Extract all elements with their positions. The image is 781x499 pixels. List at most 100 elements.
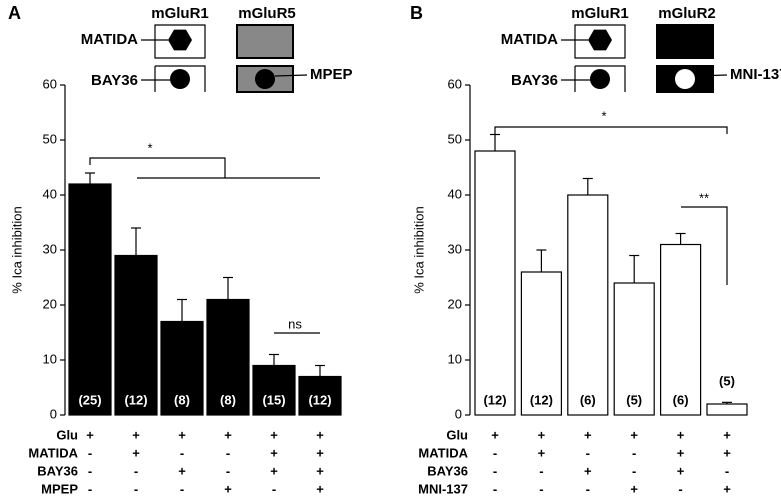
significance-label: ns (288, 316, 302, 331)
treatment-sign: - (88, 481, 92, 496)
significance-bracket (89, 157, 226, 178)
treatment-sign: - (88, 463, 92, 478)
ligand-label: MPEP (310, 66, 353, 83)
receptor (154, 24, 206, 92)
bar (68, 183, 112, 416)
treatment-sign: - (678, 481, 682, 496)
bar (567, 194, 609, 416)
treatment-name: Glu (446, 427, 468, 442)
ligand-label: BAY36 (511, 72, 558, 89)
treatment-sign: + (316, 463, 324, 478)
bar (298, 375, 342, 416)
receptor-label: mGluR1 (571, 5, 629, 22)
treatment-name: MPEP (41, 481, 78, 496)
y-tick-label: 60 (43, 76, 57, 91)
y-tick-label: 20 (448, 296, 462, 311)
antagonist (675, 69, 695, 89)
treatment-sign: + (270, 445, 278, 460)
ligand-label: MNI-137 (730, 66, 781, 83)
bar (659, 243, 702, 416)
treatment-sign: + (538, 427, 546, 442)
significance-label: ** (699, 190, 709, 205)
n-label: (15) (262, 392, 285, 407)
antagonist (590, 69, 610, 89)
treatment-sign: + (178, 463, 186, 478)
treatment-name: BAY36 (427, 463, 468, 478)
treatment-sign: + (723, 481, 731, 496)
treatment-sign: - (539, 481, 543, 496)
ligand-label: MATIDA (81, 31, 138, 48)
n-label: (6) (580, 392, 596, 407)
receptor (656, 24, 714, 59)
treatment-sign: + (316, 481, 324, 496)
y-tick-label: 10 (43, 351, 57, 366)
treatment-name: BAY36 (37, 463, 78, 478)
bar (252, 364, 296, 416)
treatment-sign: + (491, 427, 499, 442)
treatment-sign: + (224, 481, 232, 496)
significance-bracket (494, 126, 728, 134)
antagonist (255, 69, 275, 89)
receptor (236, 24, 294, 59)
treatment-name: Glu (56, 427, 78, 442)
y-tick-label: 30 (448, 241, 462, 256)
y-tick-label: 40 (43, 186, 57, 201)
y-tick-label: 30 (43, 241, 57, 256)
treatment-sign: - (226, 445, 230, 460)
treatment-sign: - (493, 481, 497, 496)
treatment-sign: - (226, 463, 230, 478)
receptor-label: mGluR2 (658, 5, 716, 22)
significance-label: * (147, 140, 152, 155)
treatment-sign: + (723, 445, 731, 460)
treatment-name: MATIDA (28, 445, 78, 460)
treatment-sign: + (538, 445, 546, 460)
y-axis-label: % Ica inhibition (411, 206, 426, 293)
treatment-sign: + (224, 427, 232, 442)
significance-bracket (681, 206, 728, 285)
treatment-sign: + (677, 445, 685, 460)
y-tick-label: 20 (43, 296, 57, 311)
n-label: (12) (308, 392, 331, 407)
treatment-sign: + (270, 463, 278, 478)
treatment-sign: - (632, 445, 636, 460)
treatment-sign: + (316, 427, 324, 442)
y-tick-label: 40 (448, 186, 462, 201)
treatment-sign: + (86, 427, 94, 442)
bar (706, 403, 748, 416)
ligand-label: BAY36 (91, 72, 138, 89)
treatment-sign: - (493, 463, 497, 478)
n-label: (5) (626, 392, 642, 407)
treatment-sign: - (88, 445, 92, 460)
y-axis-label: % Ica inhibition (9, 206, 24, 293)
treatment-sign: + (630, 481, 638, 496)
treatment-sign: - (180, 481, 184, 496)
receptor-label: mGluR5 (238, 5, 296, 22)
treatment-sign: + (677, 427, 685, 442)
treatment-sign: - (539, 463, 543, 478)
treatment-sign: + (178, 427, 186, 442)
receptor (574, 24, 626, 92)
treatment-sign: + (132, 445, 140, 460)
bar (474, 150, 516, 416)
significance-label: * (601, 108, 606, 123)
antagonist (170, 69, 190, 89)
treatment-sign: + (316, 445, 324, 460)
y-tick-label: 50 (448, 131, 462, 146)
treatment-sign: + (584, 427, 592, 442)
treatment-sign: + (677, 463, 685, 478)
y-tick-label: 50 (43, 131, 57, 146)
treatment-sign: + (723, 427, 731, 442)
treatment-sign: - (134, 481, 138, 496)
treatment-sign: - (586, 445, 590, 460)
n-label: (12) (530, 392, 553, 407)
y-tick-label: 0 (455, 406, 462, 421)
hexagon (588, 29, 612, 51)
n-label: (25) (78, 392, 101, 407)
bar (160, 320, 204, 416)
treatment-sign: - (180, 445, 184, 460)
n-label: (5) (719, 373, 735, 388)
ligand-label: MATIDA (501, 31, 558, 48)
hexagon (168, 29, 192, 51)
n-label: (8) (220, 392, 236, 407)
